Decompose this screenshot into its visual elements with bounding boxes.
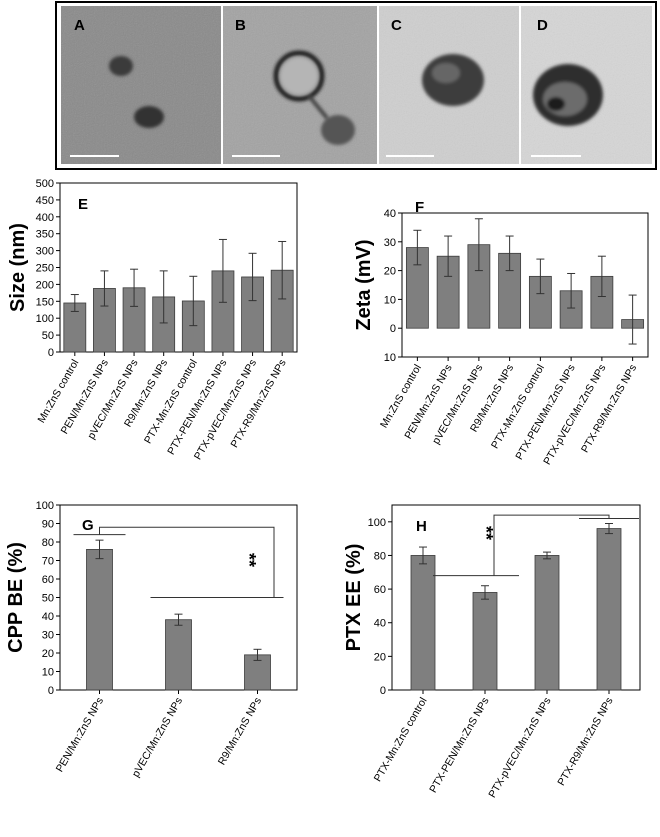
y-axis-label: Size (nm) (7, 223, 29, 312)
y-tick-label: 0 (48, 685, 54, 697)
y-tick-label: 0 (380, 685, 386, 697)
tem-label: B (235, 17, 246, 34)
y-tick-label: 450 (36, 195, 54, 207)
category-label: PTX-PEN/Mn:ZnS NPs (513, 363, 577, 462)
tem-panel-a: A (61, 6, 221, 164)
panel-letter: E (78, 196, 88, 213)
tem-panel-b: B (223, 6, 377, 164)
y-tick-label: 0 (48, 347, 54, 359)
tem-label: C (391, 17, 402, 34)
y-tick-label: 40 (374, 618, 386, 630)
y-tick-label: 10 (384, 294, 396, 306)
y-tick-label: 10 (42, 667, 54, 679)
y-tick-label: 90 (42, 519, 54, 531)
category-label: PTX-Mn:ZnS control (142, 358, 200, 446)
panel-letter: G (82, 517, 94, 534)
bar (165, 619, 192, 691)
tem-micrographs: A B C (55, 1, 657, 170)
y-tick-label: 70 (42, 556, 54, 568)
y-axis-label: Zeta (mV) (353, 239, 375, 330)
y-tick-label: 400 (36, 212, 54, 224)
y-tick-label: 20 (42, 648, 54, 660)
bracket-line (493, 514, 610, 576)
y-tick-label: 250 (36, 263, 54, 275)
y-axis-label: CPP BE (%) (5, 542, 27, 653)
bracket-line (99, 526, 275, 598)
category-label: PTX-R9/Mn:ZnS NPs (555, 696, 615, 788)
y-tick-label: 200 (36, 279, 54, 291)
y-tick-label: 20 (384, 266, 396, 278)
category-label: pVEC/Mn:ZnS NPs (130, 696, 185, 780)
y-tick-label: 10 (384, 352, 396, 364)
tem-panel-c: C (379, 6, 519, 164)
category-label: PEN/Mn:ZnS NPs (54, 696, 106, 775)
bar (86, 549, 113, 691)
y-tick-label: 150 (36, 296, 54, 308)
category-label: PTX-R9/Mn:ZnS NPs (579, 363, 639, 455)
y-tick-label: 350 (36, 229, 54, 241)
tem-panel-d: D (521, 6, 652, 164)
bar (534, 555, 560, 691)
plot-frame (401, 212, 649, 358)
category-label: PTX-PEN/Mn:ZnS NPs (427, 696, 491, 795)
y-tick-label: 100 (368, 517, 386, 529)
panel-letter: H (416, 518, 427, 535)
y-tick-label: 30 (42, 630, 54, 642)
bar (410, 555, 436, 691)
category-label: PTX-pVEC/Mn:ZnS NPs (486, 696, 553, 801)
y-tick-label: 40 (384, 208, 396, 220)
panel-letter: F (415, 199, 424, 216)
y-tick-label: 300 (36, 246, 54, 258)
significance-marker: ** (239, 553, 259, 567)
y-tick-label: 30 (384, 237, 396, 249)
y-tick-label: 20 (374, 651, 386, 663)
y-tick-label: 0 (390, 323, 396, 335)
significance-marker: ** (476, 526, 496, 540)
category-label: R9/Mn:ZnS NPs (216, 696, 264, 768)
y-tick-label: 50 (42, 593, 54, 605)
y-tick-label: 40 (42, 611, 54, 623)
category-label: PTX-Mn:ZnS control (372, 696, 430, 784)
category-label: PTX-R9/Mn:ZnS NPs (229, 358, 289, 450)
y-tick-label: 80 (42, 537, 54, 549)
y-tick-label: 100 (36, 500, 54, 512)
chart-ptx-encapsulation-efficiency: 0 20 40 60 80 100 PTX-Mn:ZnS controlPTX-PEN/Mn… (343, 504, 641, 801)
bar (472, 592, 498, 691)
tem-label: D (537, 17, 548, 34)
y-tick-label: 60 (42, 574, 54, 586)
y-tick-label: 100 (36, 313, 54, 325)
y-tick-label: 500 (36, 178, 54, 190)
y-tick-label: 80 (374, 550, 386, 562)
y-tick-label: 60 (374, 584, 386, 596)
bar (596, 528, 622, 691)
chart-cpp-binding-efficiency: 0 10 20 30 40 50 60 70 80 90 100 PEN/Mn:ZnS NPs pVEC… (5, 500, 298, 780)
tem-label: A (74, 17, 85, 34)
y-axis-label: PTX EE (%) (343, 544, 365, 652)
plot-frame (391, 504, 641, 691)
y-tick-label: 50 (42, 330, 54, 342)
